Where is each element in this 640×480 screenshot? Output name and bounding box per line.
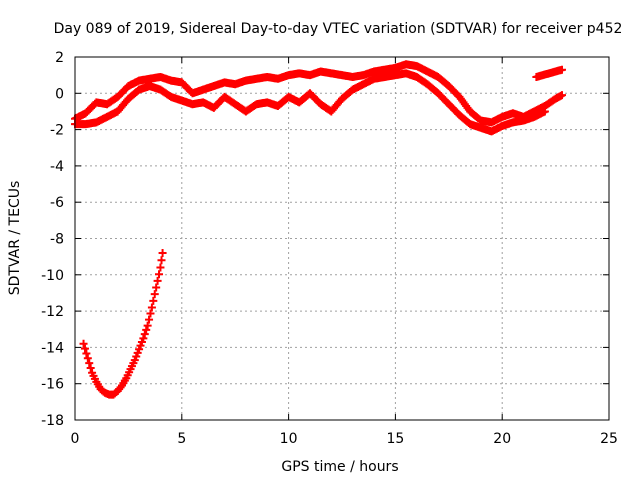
data-point [139,334,148,343]
x-tick-label: 20 [493,431,511,447]
y-tick-label: -18 [41,413,64,429]
y-tick-label: 2 [55,50,64,66]
x-tick-label: 25 [600,431,618,447]
data-point [558,91,567,100]
y-tick-label: -2 [50,123,64,139]
y-tick-label: -14 [41,340,64,356]
chart-title: Day 089 of 2019, Sidereal Day-to-day VTE… [54,21,623,37]
x-tick-label: 5 [177,431,186,447]
data-point [142,325,151,334]
y-tick-label: -16 [41,377,64,393]
data-point [153,276,162,285]
y-tick-label: -12 [41,304,64,320]
y-tick-label: -8 [50,232,64,248]
data-point [540,107,549,116]
data-point [143,321,152,330]
data-point [146,309,155,318]
y-tick-label: 0 [55,86,64,102]
x-tick-label: 10 [280,431,298,447]
data-point [147,303,156,312]
x-axis-label: GPS time / hours [281,459,398,475]
data-point [85,359,94,368]
data-points [71,60,567,399]
data-point [83,354,92,363]
data-point [156,263,165,272]
x-tick-label: 15 [386,431,404,447]
x-tick-label: 0 [71,431,80,447]
y-tick-label: -6 [50,195,64,211]
data-point [149,296,158,305]
data-point [155,270,164,279]
y-tick-label: -4 [50,159,64,175]
data-point [145,315,154,324]
data-point [82,349,91,358]
y-axis-label: SDTVAR / TECUs [7,181,23,296]
data-point [150,290,159,299]
data-point [79,339,88,348]
data-point [152,283,161,292]
data-point [158,249,167,258]
y-tick-label: -10 [41,268,64,284]
data-point [86,363,95,372]
data-point [140,330,149,339]
data-point [80,344,89,353]
data-point [157,256,166,265]
data-point [558,65,567,74]
